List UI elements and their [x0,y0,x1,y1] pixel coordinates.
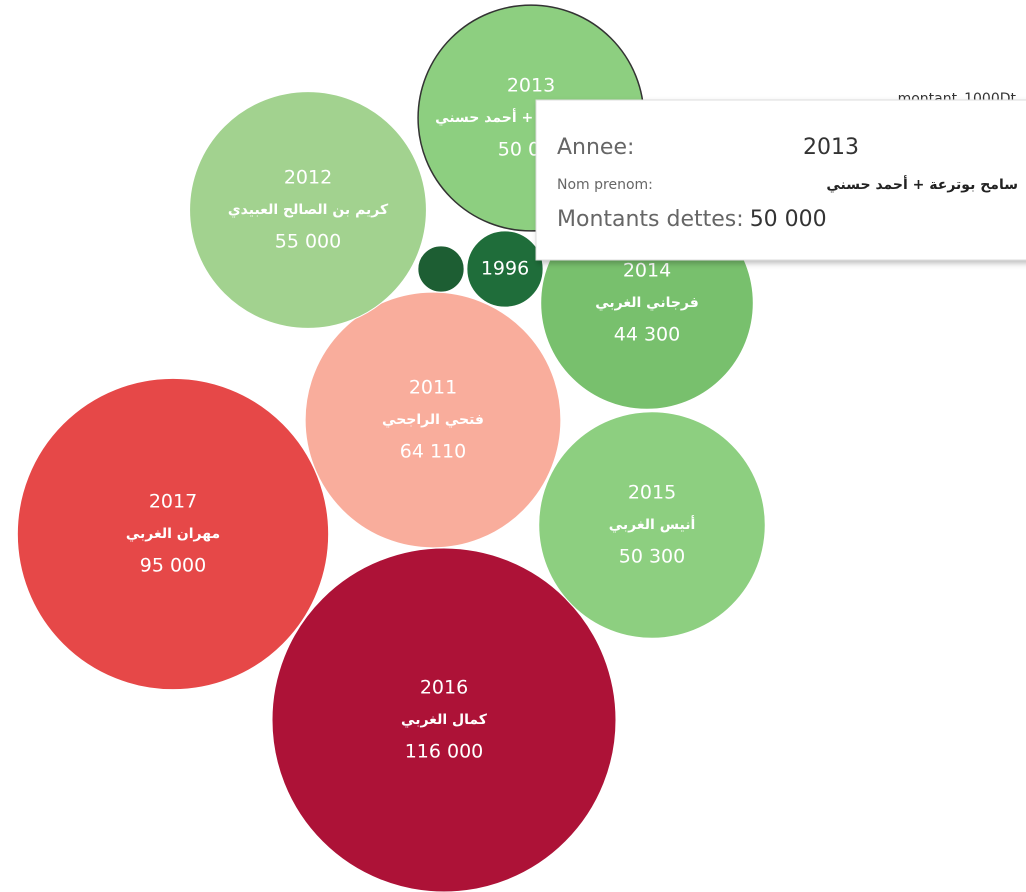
tooltip-label: Annee: [557,135,634,160]
bubble [466,230,544,308]
bubble-year: 2017 [149,491,197,513]
tooltip: Annee: 2013 Nom prenom: سامح بوترعة + أح… [535,99,1026,261]
bubble-name: أنيس الغربي [609,515,696,533]
bubble-name: مهران الغربي [126,526,220,542]
bubble-name: فتحي الراجحي [382,412,484,428]
tooltip-value: سامح بوترعة + أحمد حسني [826,175,1018,193]
bubble [304,291,562,549]
bubble-year: 2012 [284,167,332,189]
bubble-year: 2015 [628,482,676,504]
bubble-year: 1996 [481,258,529,280]
bubble-name: كريم بن الصالح العبيدي [228,202,389,219]
bubble-year: 2014 [623,260,671,282]
bubble-value: 116 000 [405,741,484,763]
bubble-value: 50 300 [619,546,685,568]
tooltip-value: 50 000 [750,207,827,232]
bubble-name: فرجاني الغربي [595,295,699,311]
tooltip-label: Nom prenom: [557,177,653,193]
bubble-value: 55 000 [275,231,341,253]
bubble [538,411,766,639]
tooltip-box [535,99,1026,261]
bubble-year: 2016 [420,677,468,699]
bubble [417,245,465,293]
tooltip-label: Montants dettes: [557,207,744,232]
bubble-year: 2011 [409,377,457,399]
bubble [189,91,427,329]
bubble-year: 2013 [507,75,555,97]
bubble [16,377,330,691]
bubble-value: 64 110 [400,441,466,463]
bubble [271,547,617,892]
bubble-value: 44 300 [614,324,680,346]
bubble-name: كمال الغربي [401,712,488,728]
tooltip-value: 2013 [803,135,859,160]
bubble-value: 95 000 [140,555,206,577]
